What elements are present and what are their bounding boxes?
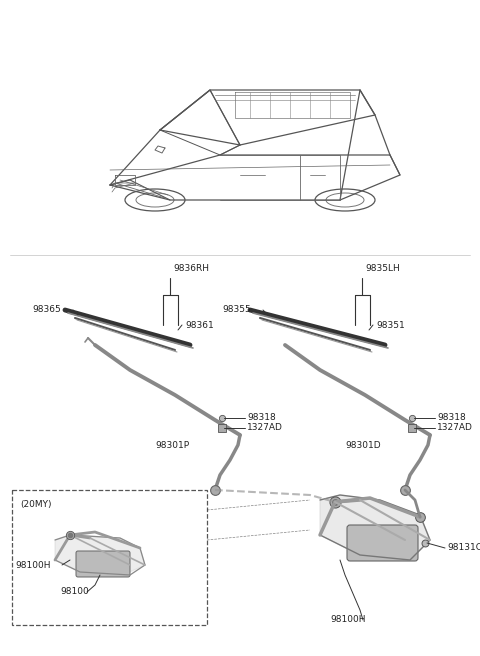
Text: 98355: 98355 bbox=[222, 306, 251, 314]
Text: 98365: 98365 bbox=[32, 306, 61, 314]
Text: 1327AD: 1327AD bbox=[437, 424, 473, 432]
Text: 98100H: 98100H bbox=[15, 560, 50, 569]
Text: 98131C: 98131C bbox=[447, 544, 480, 552]
FancyBboxPatch shape bbox=[76, 551, 130, 577]
Text: 98100H: 98100H bbox=[330, 615, 365, 625]
Text: 98318: 98318 bbox=[437, 413, 466, 422]
Text: (20MY): (20MY) bbox=[20, 500, 51, 509]
Text: 98318: 98318 bbox=[247, 413, 276, 422]
Text: 98361: 98361 bbox=[185, 321, 214, 329]
FancyBboxPatch shape bbox=[12, 490, 207, 625]
Text: 9835LH: 9835LH bbox=[365, 264, 400, 273]
Text: 9836RH: 9836RH bbox=[173, 264, 209, 273]
Polygon shape bbox=[320, 495, 430, 560]
Text: 1327AD: 1327AD bbox=[247, 424, 283, 432]
Text: 98301P: 98301P bbox=[155, 440, 189, 449]
Text: 98301D: 98301D bbox=[345, 440, 381, 449]
FancyBboxPatch shape bbox=[347, 525, 418, 561]
Text: 98351: 98351 bbox=[376, 321, 405, 329]
Polygon shape bbox=[55, 535, 145, 572]
Text: 98100: 98100 bbox=[60, 588, 89, 596]
